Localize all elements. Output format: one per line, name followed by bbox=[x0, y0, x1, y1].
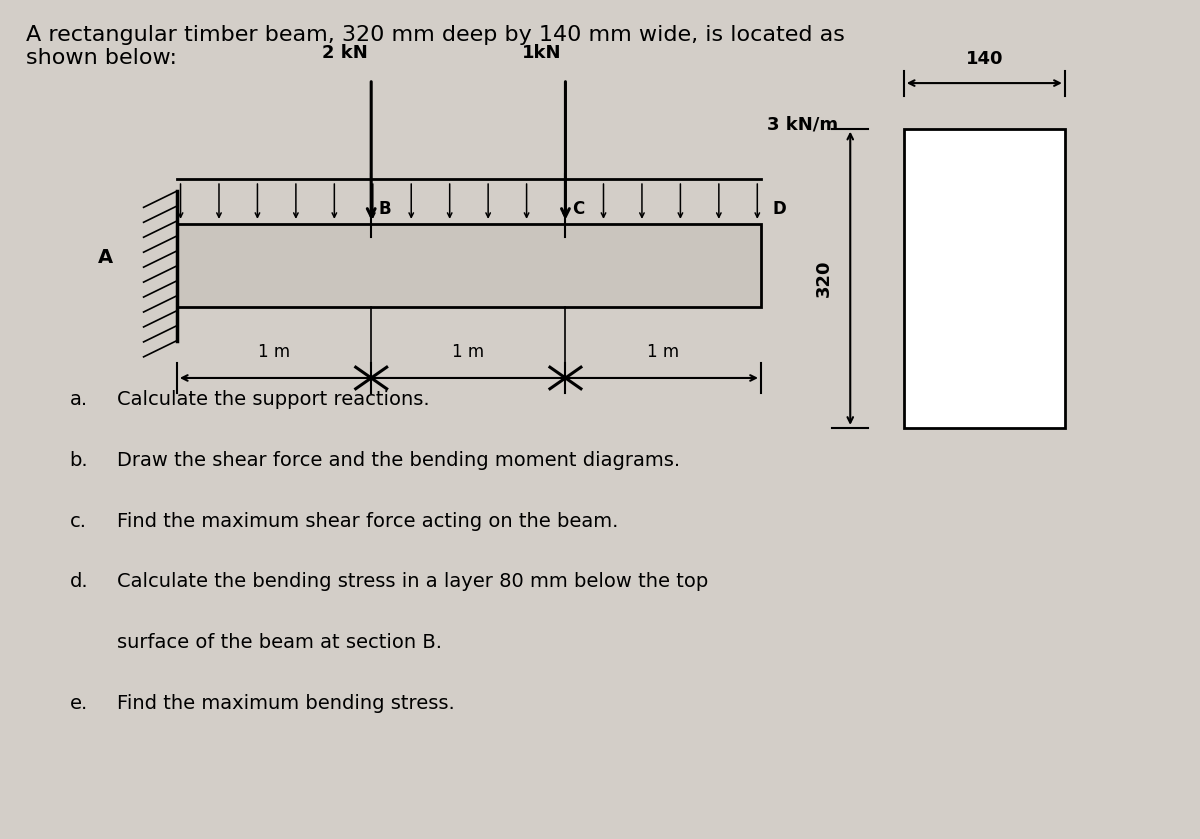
Text: D: D bbox=[773, 200, 786, 217]
Text: C: C bbox=[572, 200, 584, 217]
Text: Calculate the support reactions.: Calculate the support reactions. bbox=[118, 390, 430, 409]
Text: a.: a. bbox=[70, 390, 88, 409]
Text: 320: 320 bbox=[815, 259, 833, 297]
Text: 140: 140 bbox=[966, 50, 1003, 68]
Text: Draw the shear force and the bending moment diagrams.: Draw the shear force and the bending mom… bbox=[118, 451, 680, 470]
Text: 1kN: 1kN bbox=[522, 44, 562, 62]
Text: A rectangular timber beam, 320 mm deep by 140 mm wide, is located as
shown below: A rectangular timber beam, 320 mm deep b… bbox=[25, 25, 845, 68]
Text: 1 m: 1 m bbox=[647, 343, 679, 362]
Bar bbox=[904, 128, 1064, 428]
Text: 1 m: 1 m bbox=[258, 343, 290, 362]
Bar bbox=[176, 224, 761, 307]
Text: Find the maximum bending stress.: Find the maximum bending stress. bbox=[118, 694, 455, 712]
Text: b.: b. bbox=[70, 451, 89, 470]
Text: A: A bbox=[98, 248, 113, 267]
Text: 1 m: 1 m bbox=[452, 343, 485, 362]
Text: surface of the beam at section B.: surface of the beam at section B. bbox=[118, 633, 443, 652]
Text: 3 kN/m: 3 kN/m bbox=[767, 116, 838, 133]
Text: c.: c. bbox=[70, 512, 86, 531]
Text: d.: d. bbox=[70, 572, 89, 591]
Text: B: B bbox=[378, 200, 391, 217]
Text: 2 kN: 2 kN bbox=[322, 44, 367, 62]
Text: e.: e. bbox=[70, 694, 88, 712]
Text: Find the maximum shear force acting on the beam.: Find the maximum shear force acting on t… bbox=[118, 512, 619, 531]
Text: Calculate the bending stress in a layer 80 mm below the top: Calculate the bending stress in a layer … bbox=[118, 572, 709, 591]
